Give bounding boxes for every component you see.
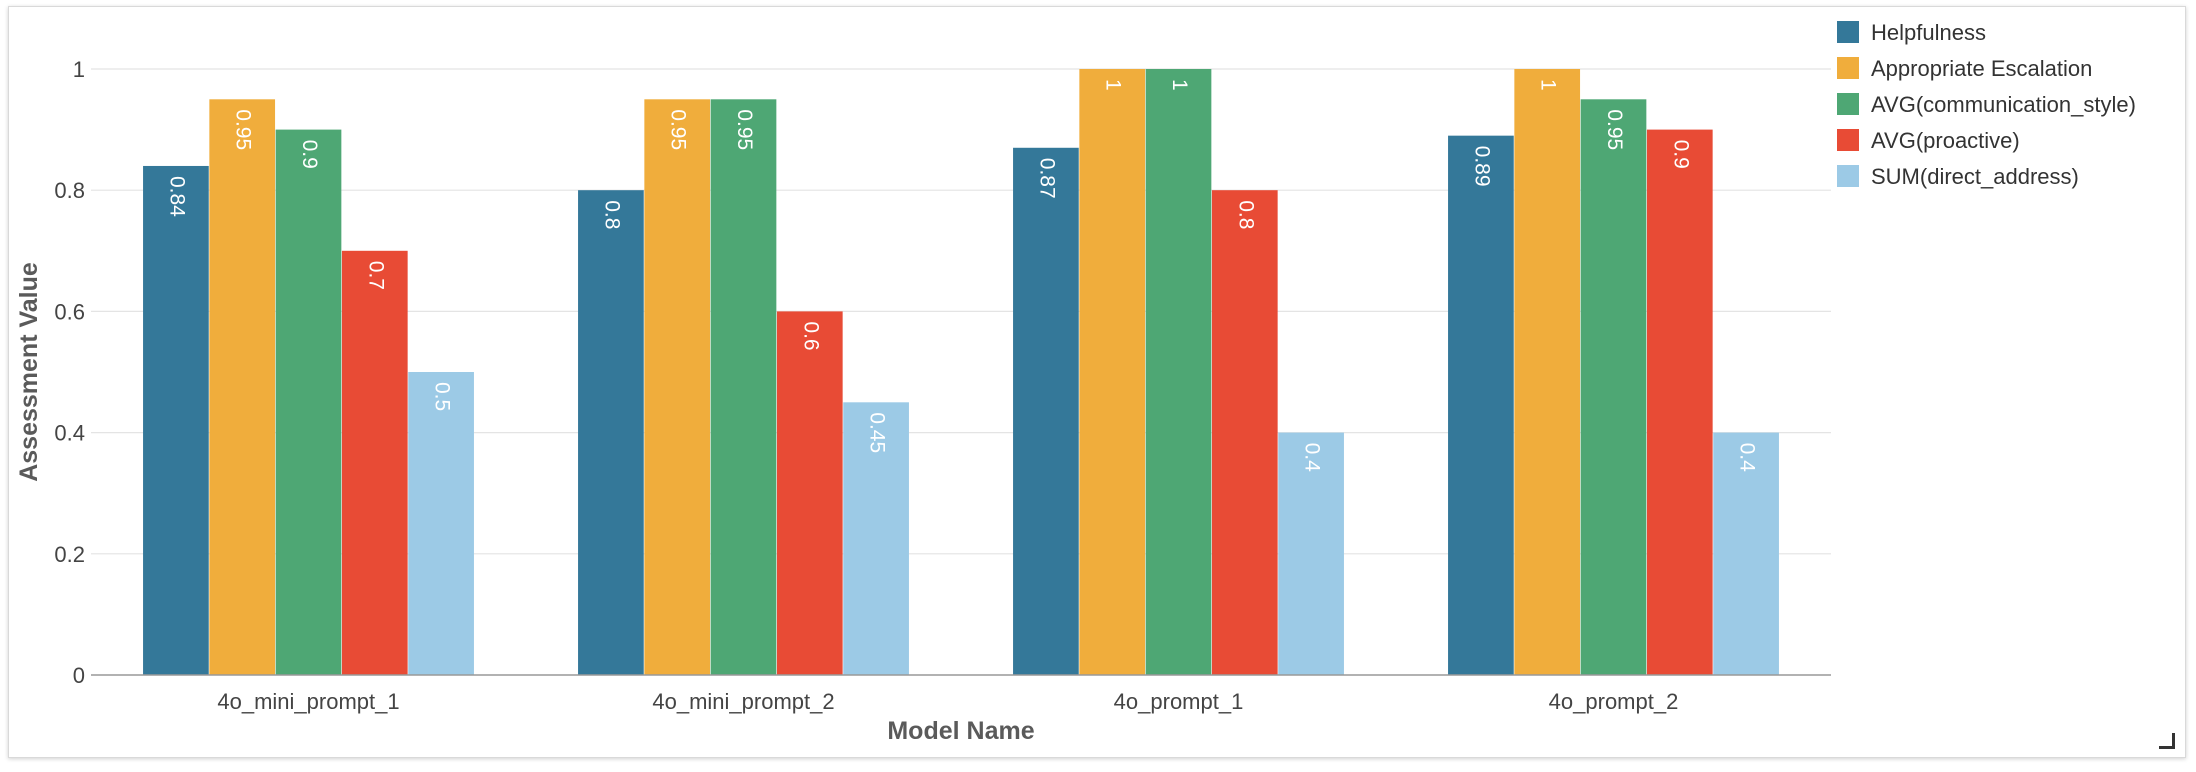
bar[interactable] xyxy=(1079,69,1146,675)
legend-label[interactable]: SUM(direct_address) xyxy=(1871,164,2079,189)
bar[interactable] xyxy=(1713,432,1779,675)
bar-value-label: 0.4 xyxy=(1301,443,1324,473)
bar-value-label: 0.8 xyxy=(600,200,623,229)
bar[interactable] xyxy=(1646,129,1713,676)
bar-value-label: 1 xyxy=(1102,79,1125,91)
bar-value-label: 1 xyxy=(1168,79,1191,91)
bar-value-label: 0.9 xyxy=(1669,140,1692,169)
bar-value-label: 0.89 xyxy=(1470,146,1493,187)
bar-value-label: 0.5 xyxy=(431,382,454,411)
bar[interactable] xyxy=(1145,69,1212,675)
bar[interactable] xyxy=(776,311,843,675)
bar-chart: 00.20.40.60.81 0.840.950.90.70.50.80.95 0… xyxy=(15,20,2136,745)
bar-value-label: 0.7 xyxy=(364,261,387,290)
bar[interactable] xyxy=(843,402,909,675)
legend-label[interactable]: Helpfulness xyxy=(1871,20,1986,45)
y-tick-label: 0.6 xyxy=(54,299,85,324)
bar[interactable] xyxy=(341,250,408,676)
x-tick-label: 4o_prompt_2 xyxy=(1549,689,1679,714)
bar[interactable] xyxy=(1580,99,1647,676)
bar-value-label: 0.87 xyxy=(1035,158,1058,199)
y-tick-label: 0.4 xyxy=(54,421,85,446)
legend-swatch[interactable] xyxy=(1837,165,1859,187)
bar[interactable] xyxy=(1278,432,1344,675)
legend-swatch[interactable] xyxy=(1837,21,1859,43)
y-tick-label: 0.2 xyxy=(54,542,85,567)
bar-value-label: 0.6 xyxy=(799,321,822,350)
y-tick-label: 0 xyxy=(73,663,85,688)
x-axis-ticks: 4o_mini_prompt_1 4o_mini_prompt_2 4o_promp… xyxy=(217,689,1678,714)
bar[interactable] xyxy=(644,99,711,676)
bar-value-label: 0.9 xyxy=(298,140,321,169)
bar-value-label: 0.95 xyxy=(232,109,255,150)
x-tick-label: 4o_mini_prompt_2 xyxy=(652,689,834,714)
y-axis-ticks: 0 0.2 0.4 0.6 0.8 1 xyxy=(54,57,85,688)
bar[interactable] xyxy=(1211,190,1278,675)
bar[interactable] xyxy=(275,129,342,676)
bar-value-label: 0.95 xyxy=(733,109,756,150)
legend-swatch[interactable] xyxy=(1837,129,1859,151)
bar[interactable] xyxy=(1013,147,1079,675)
resize-handle[interactable] xyxy=(2159,733,2175,749)
bar-value-label: 0.8 xyxy=(1234,200,1257,229)
legend-label[interactable]: Appropriate Escalation xyxy=(1871,56,2092,81)
x-axis-title: Model Name xyxy=(887,717,1034,745)
legend-swatch[interactable] xyxy=(1837,57,1859,79)
bar-data-labels: 0.84 0.95 0.9 0.7 0.5 0.8 0.95 0.95 0.6 0.45 0.87 1… xyxy=(165,79,1758,472)
bar[interactable] xyxy=(209,99,276,676)
bar[interactable] xyxy=(408,372,474,675)
legend[interactable]: Helpfulness Appropriate Escalation AVG(com… xyxy=(1837,20,2136,189)
bar-value-label: 1 xyxy=(1537,79,1560,91)
bar[interactable] xyxy=(578,190,644,675)
legend-swatch[interactable] xyxy=(1837,93,1859,115)
bar-value-label: 0.95 xyxy=(1603,109,1626,150)
chart-panel: 0 0.2 0.4 0.6 0.8 1 0.84 0.95 0.9 0.7 0.5 0.8 0.95 0… xyxy=(8,6,2186,758)
bar[interactable] xyxy=(143,165,209,675)
x-tick-label: 4o_prompt_1 xyxy=(1114,689,1244,714)
bar[interactable] xyxy=(1514,69,1581,675)
legend-label[interactable]: AVG(communication_style) xyxy=(1871,92,2136,117)
bar-value-label: 0.4 xyxy=(1736,443,1759,473)
bars xyxy=(143,69,1779,676)
y-tick-label: 0.8 xyxy=(54,178,85,203)
y-tick-label: 1 xyxy=(73,57,85,82)
bar-value-label: 0.95 xyxy=(667,109,690,150)
bar[interactable] xyxy=(710,99,777,676)
x-tick-label: 4o_mini_prompt_1 xyxy=(217,689,399,714)
bar[interactable] xyxy=(1448,135,1514,675)
bar-value-label: 0.45 xyxy=(866,412,889,453)
y-axis-title: Assessment Value xyxy=(15,262,43,482)
bar-value-label: 0.84 xyxy=(165,176,188,217)
legend-label[interactable]: AVG(proactive) xyxy=(1871,128,2020,153)
